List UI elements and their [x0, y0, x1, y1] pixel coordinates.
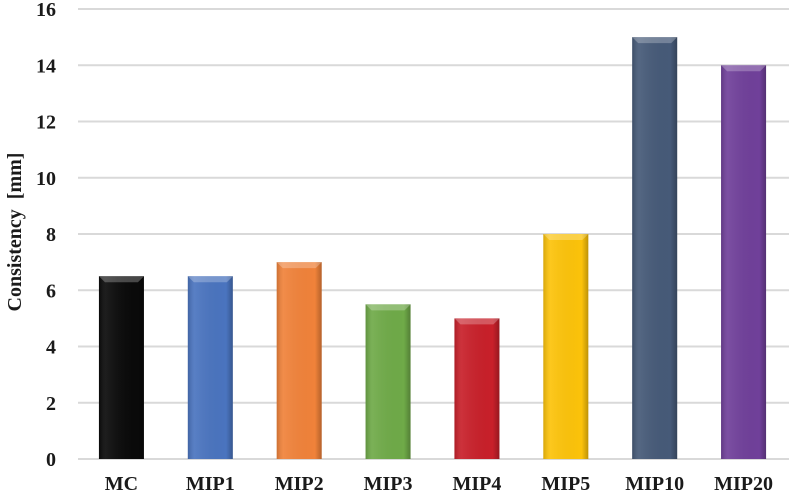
- bar-bevel: [98, 276, 144, 283]
- bar-shading: [454, 318, 500, 459]
- x-category-label: MIP4: [452, 473, 501, 495]
- y-axis-ticks: 0 2 4 6 8 10 12 14 16: [36, 0, 56, 471]
- bar-bevel: [632, 37, 678, 44]
- y-tick-label: 4: [46, 337, 56, 359]
- bar-mip3: [365, 304, 411, 459]
- bar-bevel: [276, 262, 322, 269]
- x-category-label: MIP10: [625, 473, 684, 495]
- gridlines: [78, 8, 789, 460]
- y-tick-label: 2: [46, 393, 56, 415]
- x-category-label: MIP2: [275, 473, 324, 495]
- bar-shading: [632, 37, 678, 459]
- x-category-label: MIP20: [714, 473, 773, 495]
- y-tick-label: 6: [46, 280, 56, 302]
- bar-bevel: [187, 276, 233, 283]
- bar-bevel: [721, 65, 767, 72]
- y-tick-label: 12: [36, 112, 56, 134]
- y-tick-label: 0: [46, 449, 56, 471]
- bar-shading: [365, 304, 411, 459]
- bar-shading: [98, 276, 144, 459]
- bar-mc: [98, 276, 144, 459]
- y-tick-label: 16: [36, 0, 56, 21]
- y-tick-label: 8: [46, 224, 56, 246]
- bar-bevel: [454, 318, 500, 325]
- y-tick-label: 14: [36, 55, 56, 77]
- x-category-label: MIP3: [364, 473, 413, 495]
- bar-mip10: [632, 37, 678, 459]
- bar-shading: [543, 234, 589, 459]
- bar-shading: [721, 65, 767, 459]
- bar-shading: [276, 262, 322, 459]
- y-tick-label: 10: [36, 168, 56, 190]
- y-axis-label: Consistency [mm]: [4, 153, 26, 312]
- bar-bevel: [543, 234, 589, 240]
- x-category-label: MIP5: [541, 473, 590, 495]
- bar-mip4: [454, 318, 500, 459]
- x-axis-categories: MC MIP1 MIP2 MIP3 MIP4 MIP5 MIP10 MIP20: [105, 473, 773, 495]
- bars: [98, 37, 767, 459]
- bar-mip1: [187, 276, 233, 459]
- bar-bevel: [365, 304, 411, 311]
- x-category-label: MC: [105, 473, 138, 495]
- x-category-label: MIP1: [186, 473, 235, 495]
- bar-shading: [187, 276, 233, 459]
- bar-mip5: [543, 234, 589, 459]
- bar-mip2: [276, 262, 322, 459]
- bar-mip20: [721, 65, 767, 459]
